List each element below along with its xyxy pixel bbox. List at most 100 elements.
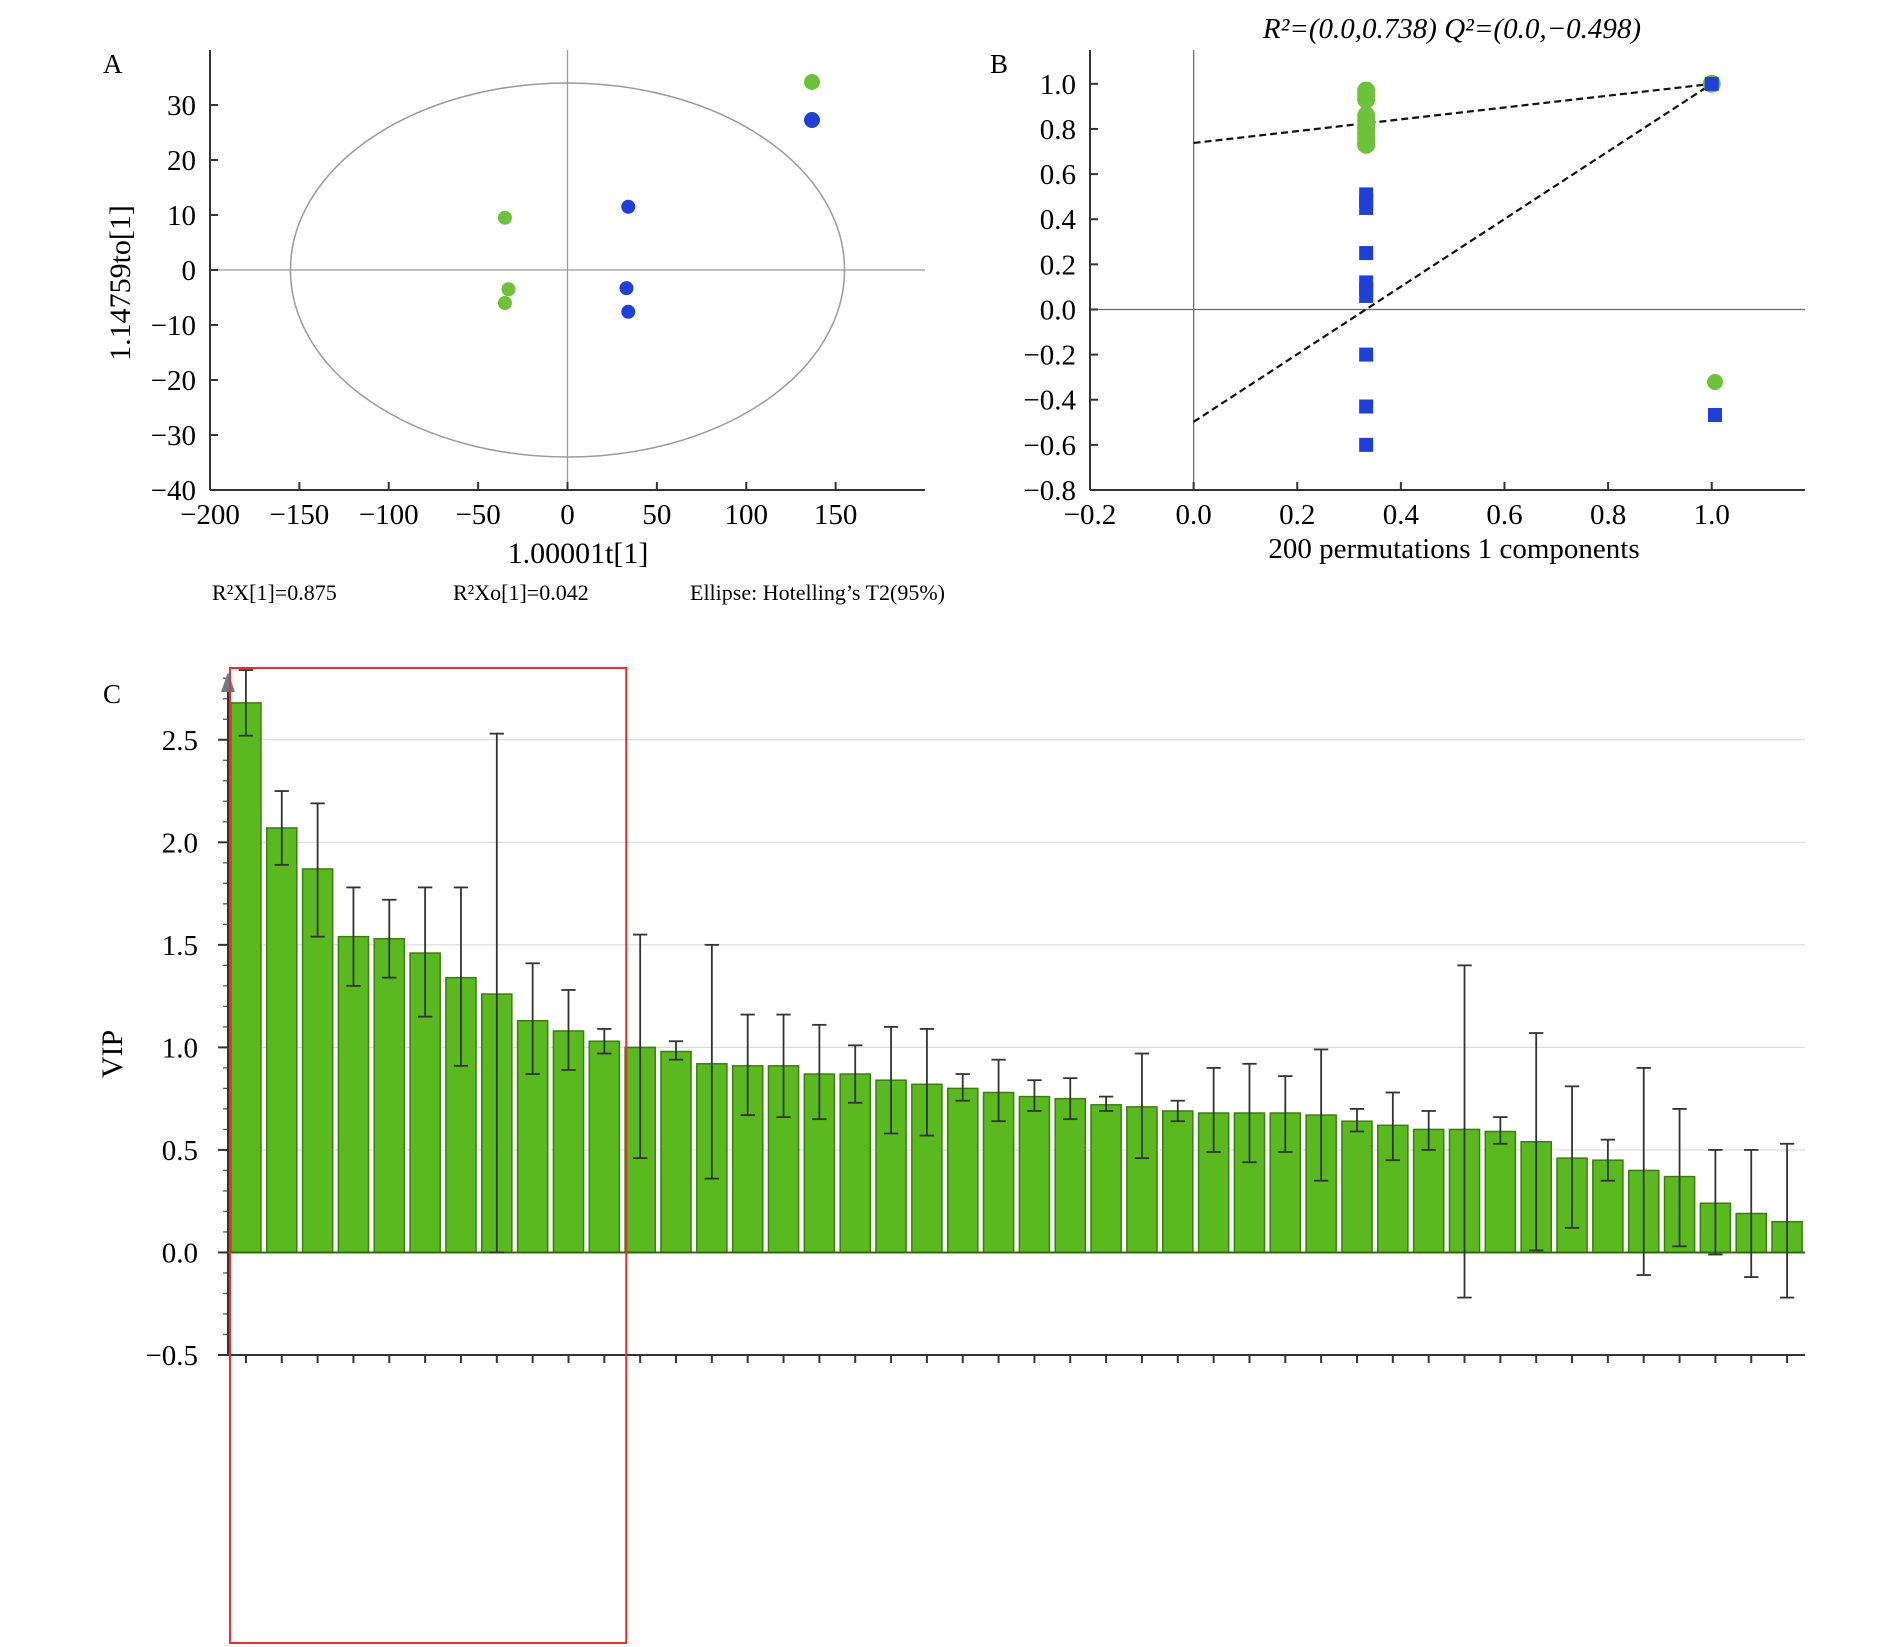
y-tick-label: 0.8 [1040,114,1076,146]
legend-marker [804,74,820,90]
highlight-box [229,667,628,1644]
vip-bar [373,937,406,1254]
x-tick-label: 50 [642,499,671,531]
panel-b-plot: −0.2 0.0 0.2 0.4 0.6 0.8 1.0 −0.8 −0.6 −0.4 −0.2 0.… [1023,50,1805,531]
permutation-point-q2 [1359,200,1374,215]
vip-bar [265,827,298,1254]
score-point [619,281,634,296]
y-tick-label: 0.0 [1040,294,1076,326]
error-bar [1493,1116,1508,1145]
panel-b: B R²=(0.0,0.738) Q²=(0.0,−0.498) −0.2 0.0… [990,13,1805,565]
error-bar [812,1023,827,1121]
original-point-q2 [1704,76,1719,91]
error-bar [1027,1079,1042,1112]
x-tick-label: −150 [269,499,329,531]
y-tick-label: −0.5 [145,1340,198,1372]
panel-c-ylabel: VIP [96,1030,129,1078]
panel-a-xlabel: 1.00001t[1] [508,537,649,570]
error-bar [1600,1138,1616,1182]
score-point [497,296,512,310]
error-bar [1744,1149,1759,1278]
error-bar [417,886,433,1018]
error-bar [1063,1077,1078,1121]
panel-a-footer-r2x: R²X[1]=0.875 [212,580,337,605]
x-tick-label: 0 [560,499,575,531]
error-bar [955,1073,970,1102]
y-tick-label: 1.5 [162,930,198,962]
y-tick-label: −40 [151,475,196,507]
error-bar [883,1025,899,1135]
y-tick-label: 0.4 [1040,204,1077,236]
permutation-point-q2 [1359,347,1374,362]
vip-bar [1341,1120,1373,1254]
error-bar [1708,1149,1723,1256]
panel-a: A −200 −150 −100 −50 0 50 100 150−40−30−20−1001… [103,49,945,605]
score-point [497,210,512,225]
score-point [621,199,636,214]
permutation-point-r2 [1357,135,1376,154]
legend-marker [1708,408,1722,422]
panel-b-label: B [990,49,1008,79]
error-bar [1385,1091,1400,1162]
vip-bar [839,1073,872,1254]
x-tick-label: 0.4 [1383,499,1420,531]
vip-bar [552,1030,585,1254]
error-bar [1134,1052,1150,1160]
x-tick-label: 100 [725,499,769,531]
x-tick-label: 1.0 [1694,499,1730,531]
error-bar [991,1058,1006,1123]
error-bar [1206,1066,1221,1153]
y-tick-label: 10 [167,200,196,232]
panel-a-plot: −200 −150 −100 −50 0 50 100 150−40−30−20−100102… [151,50,925,531]
x-tick-label: 0.8 [1590,499,1626,531]
error-bar [346,886,361,987]
error-bar [561,989,576,1071]
y-tick-label: 20 [167,145,196,177]
score-point [501,282,516,297]
panel-c-plot: −0.5 0.0 0.5 1.0 1.5 2.0 2.5 [145,667,1805,1644]
panel-b-title: R²=(0.0,0.738) Q²=(0.0,−0.498) [1262,13,1641,45]
permutation-point-r2 [1357,90,1376,109]
y-axis-arrow [221,672,235,692]
y-tick-label: 1.0 [162,1032,198,1064]
error-bar [1564,1085,1580,1229]
vip-bar [1018,1095,1051,1254]
error-bar [238,669,254,737]
error-bar [776,1013,791,1119]
x-tick-label: 0.2 [1279,499,1315,531]
error-bar [1278,1075,1293,1153]
y-tick-label: −30 [151,420,196,452]
panel-a-footer-ellipse: Ellipse: Hotelling’s T2(95%) [690,580,945,605]
error-bar [1242,1062,1257,1164]
y-tick-label: −0.8 [1023,475,1076,507]
y-tick-label: −0.6 [1023,430,1076,462]
y-tick-label: 30 [167,90,196,122]
vip-bar [337,935,370,1254]
regression-line [1193,82,1712,145]
y-tick-label: 2.5 [162,725,198,757]
error-bar [525,962,540,1075]
y-tick-label: −0.4 [1023,385,1076,417]
y-tick-label: 0.2 [1040,249,1076,281]
y-tick-label: −0.2 [1023,340,1076,372]
error-bar [848,1044,863,1104]
score-point [621,304,636,319]
vip-bar [230,702,262,1254]
y-tick-label: 1.0 [1040,69,1076,101]
y-tick-label: 0.5 [162,1135,198,1167]
x-tick-label: 0.6 [1486,499,1522,531]
error-bar [1672,1108,1687,1248]
vip-bar [946,1087,979,1254]
vip-bar [660,1050,692,1254]
panel-a-ylabel: 1.14759to[1] [104,205,137,361]
vip-bar [1161,1110,1194,1254]
error-bar [704,943,720,1180]
y-tick-label: 2.0 [162,827,198,859]
permutation-point-q2 [1359,288,1374,303]
error-bar [453,886,469,1067]
error-bar [489,732,504,1254]
x-tick-label: 0.0 [1175,499,1211,531]
error-bar [1349,1108,1365,1133]
panel-a-label: A [103,49,123,79]
y-tick-label: 0.0 [162,1237,198,1269]
